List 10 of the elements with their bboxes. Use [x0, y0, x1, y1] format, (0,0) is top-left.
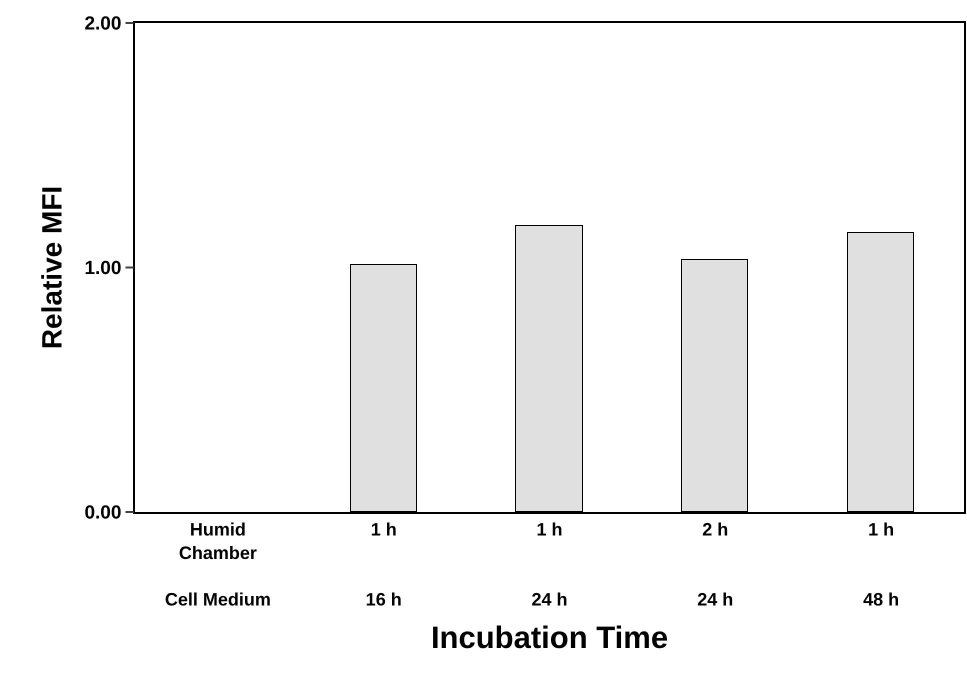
category-label: 1 h 24 h — [531, 519, 568, 610]
y-tick-label: 2.00 — [84, 14, 122, 35]
category-label: 2 h 24 h — [697, 519, 734, 610]
y-axis-title: Relative MFI — [36, 186, 68, 350]
y-tick-label: 0.00 — [84, 502, 122, 524]
category-label: 1 h 48 h — [863, 519, 900, 610]
x-axis-title: Incubation Time — [430, 620, 668, 656]
category-label: 1 h 16 h — [366, 519, 402, 610]
category-label: Humid Chamber Cell Medium — [164, 519, 271, 610]
y-tick-label: 1.00 — [84, 258, 122, 280]
